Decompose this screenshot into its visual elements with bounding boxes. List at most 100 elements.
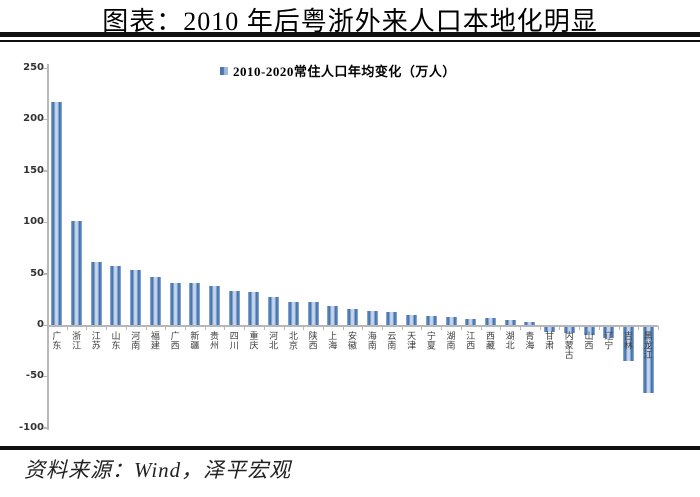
chart-legend: 2010-2020常住人口年均变化（万人） [220,61,456,80]
x-tick-mark [520,326,522,330]
y-tick-mark [43,221,48,224]
bar-18 [386,312,398,325]
x-tick-mark [362,326,364,330]
y-tick-label: 250 [23,62,44,73]
x-tick-mark [47,326,48,330]
bar-1 [51,102,63,325]
x-tick-mark [303,326,305,330]
source-note: 资料来源：Wind，泽平宏观 [24,458,292,482]
bar-24 [504,319,516,325]
y-tick-label: 0 [37,319,44,330]
x-tick-mark [322,326,324,330]
title-divider-thin [0,40,700,42]
bar-30 [622,326,634,362]
x-tick-mark [382,326,384,330]
bar-14 [307,302,319,325]
x-tick-mark [263,326,265,330]
x-tick-mark [638,326,640,330]
x-tick-mark [579,326,581,330]
x-tick-mark [559,326,561,330]
x-category-label: 贵州 [209,331,220,350]
x-tick-mark [86,326,88,330]
bar-23 [484,318,496,325]
legend-swatch-icon [220,66,228,75]
bar-3 [90,262,102,325]
x-category-label: 湖北 [504,331,515,350]
bar-20 [425,315,437,325]
bar-11 [248,292,260,325]
x-tick-mark [441,326,443,330]
bar-9 [209,285,221,325]
x-tick-mark [421,326,423,330]
x-category-label: 重庆 [248,331,259,350]
x-category-label: 浙江 [71,331,82,350]
x-category-label: 广东 [51,331,62,350]
x-category-label: 北京 [287,331,298,350]
bar-10 [228,291,240,325]
x-category-label: 甘肃 [544,331,555,350]
y-axis-line [47,64,49,430]
x-tick-mark [224,326,226,330]
x-category-label: 湖南 [445,331,456,350]
x-tick-mark [480,326,482,330]
x-category-label: 内蒙古 [563,331,574,360]
x-category-label: 四川 [228,331,239,350]
x-axis-line [47,325,658,327]
x-tick-mark [165,326,167,330]
bar-21 [445,317,457,325]
x-category-label: 河北 [268,331,279,350]
y-tick-label: -100 [18,421,44,433]
y-tick-label: 200 [23,113,44,125]
bar-5 [130,270,142,325]
x-tick-mark [204,326,206,330]
y-tick-mark [43,67,48,69]
y-tick-label: -50 [25,370,44,382]
title-divider-thick [0,32,700,37]
bar-12 [268,296,280,325]
legend-label: 2010-2020常住人口年均变化（万人） [233,64,456,79]
bar-4 [110,266,122,325]
x-tick-mark [658,326,659,330]
bar-2 [71,220,83,325]
bar-19 [406,315,418,325]
footer-divider [0,446,700,450]
y-tick-mark [43,170,48,172]
bar-26 [544,326,556,333]
bar-22 [465,318,477,325]
x-category-label: 青海 [524,331,535,350]
x-category-label: 江苏 [90,331,101,350]
x-category-label: 吉林 [622,331,633,350]
y-tick-label: 100 [23,216,44,228]
x-tick-mark [184,326,186,330]
x-category-label: 黑龙江 [642,331,653,360]
x-category-label: 福建 [149,331,160,350]
bar-8 [189,283,201,325]
x-category-label: 宁夏 [425,331,436,350]
y-tick-label: 50 [30,267,44,279]
bar-13 [287,301,299,325]
bar-29 [603,326,615,339]
y-tick-mark [43,375,48,378]
x-category-label: 海南 [366,331,377,350]
x-category-label: 西藏 [484,331,495,350]
x-tick-mark [125,326,127,330]
x-category-label: 安徽 [347,331,357,350]
x-tick-mark [145,326,147,330]
x-category-label: 广西 [169,331,180,350]
x-tick-mark [500,326,502,330]
x-category-label: 辽宁 [603,331,614,350]
x-tick-mark [598,326,600,330]
bar-25 [524,321,536,325]
bar-16 [347,309,358,325]
bar-28 [583,326,595,335]
x-tick-mark [66,326,68,330]
x-category-label: 山东 [110,331,121,350]
x-tick-mark [244,326,246,330]
x-category-label: 河南 [130,331,141,350]
x-tick-mark [283,326,285,330]
x-tick-mark [460,326,462,330]
x-category-label: 天津 [406,331,417,350]
y-tick-mark [43,324,48,326]
